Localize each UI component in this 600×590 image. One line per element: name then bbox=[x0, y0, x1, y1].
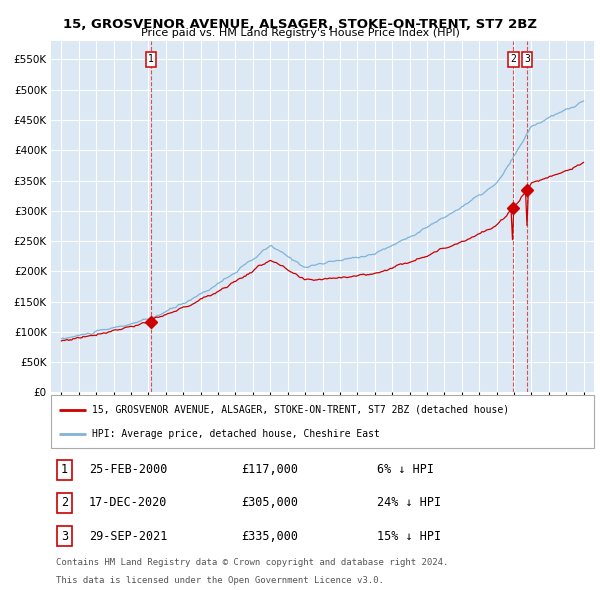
Text: 15, GROSVENOR AVENUE, ALSAGER, STOKE-ON-TRENT, ST7 2BZ (detached house): 15, GROSVENOR AVENUE, ALSAGER, STOKE-ON-… bbox=[92, 405, 509, 415]
FancyBboxPatch shape bbox=[51, 395, 594, 448]
Text: 15% ↓ HPI: 15% ↓ HPI bbox=[377, 529, 441, 543]
Text: £335,000: £335,000 bbox=[241, 529, 298, 543]
Text: 3: 3 bbox=[524, 54, 530, 64]
Text: 1: 1 bbox=[61, 463, 68, 477]
Text: 25-FEB-2000: 25-FEB-2000 bbox=[89, 463, 167, 477]
Text: 2: 2 bbox=[61, 496, 68, 510]
Text: 1: 1 bbox=[148, 54, 154, 64]
Text: Price paid vs. HM Land Registry's House Price Index (HPI): Price paid vs. HM Land Registry's House … bbox=[140, 28, 460, 38]
Text: Contains HM Land Registry data © Crown copyright and database right 2024.: Contains HM Land Registry data © Crown c… bbox=[56, 558, 449, 567]
Text: £305,000: £305,000 bbox=[241, 496, 298, 510]
Text: 2: 2 bbox=[511, 54, 516, 64]
Text: 17-DEC-2020: 17-DEC-2020 bbox=[89, 496, 167, 510]
Text: 24% ↓ HPI: 24% ↓ HPI bbox=[377, 496, 441, 510]
Text: 3: 3 bbox=[61, 529, 68, 543]
Text: £117,000: £117,000 bbox=[241, 463, 298, 477]
Text: 15, GROSVENOR AVENUE, ALSAGER, STOKE-ON-TRENT, ST7 2BZ: 15, GROSVENOR AVENUE, ALSAGER, STOKE-ON-… bbox=[63, 18, 537, 31]
Text: HPI: Average price, detached house, Cheshire East: HPI: Average price, detached house, Ches… bbox=[92, 429, 380, 439]
Text: 6% ↓ HPI: 6% ↓ HPI bbox=[377, 463, 434, 477]
Text: This data is licensed under the Open Government Licence v3.0.: This data is licensed under the Open Gov… bbox=[56, 576, 385, 585]
Text: 29-SEP-2021: 29-SEP-2021 bbox=[89, 529, 167, 543]
